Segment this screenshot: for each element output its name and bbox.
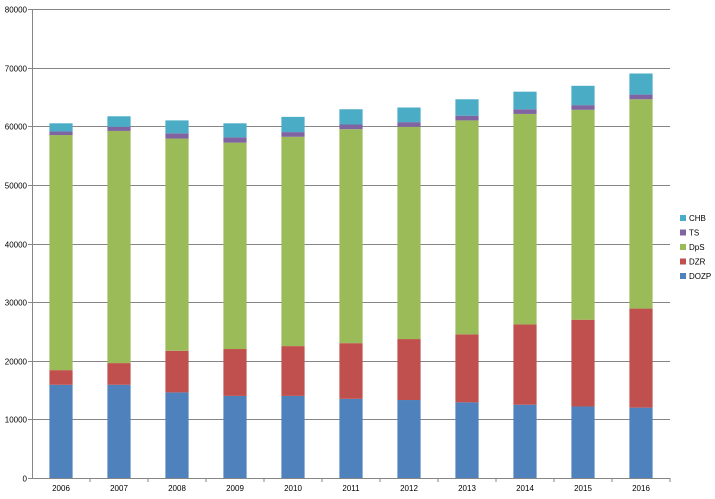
y-tick-label: 50000: [5, 182, 28, 191]
bar-segment-dozp-2012: [397, 400, 421, 478]
x-tick-label: 2016: [632, 484, 650, 493]
bar-segment-ts-2007: [107, 126, 131, 131]
bar-segment-dps-2010: [281, 136, 305, 347]
legend-swatch-dps: [680, 244, 686, 250]
x-tick-label: 2011: [342, 484, 360, 493]
bar-segment-dps-2013: [455, 120, 479, 335]
y-tick-label: 10000: [5, 416, 28, 425]
x-tick-label: 2013: [458, 484, 476, 493]
legend-swatch-dozp: [680, 273, 686, 279]
bar-segment-ts-2012: [397, 122, 421, 127]
bar-segment-dozp-2007: [107, 384, 131, 478]
legend-label-dps: DpS: [689, 243, 705, 252]
bar-segment-dozp-2014: [513, 404, 537, 478]
bar-segment-chb-2008: [165, 120, 189, 134]
bar-segment-dps-2011: [339, 129, 363, 344]
legend-swatch-ts: [680, 229, 686, 236]
x-tick-label: 2009: [226, 484, 244, 493]
legend: CHB TS DpS DZR DOZP: [680, 214, 711, 281]
bar-segment-dzr-2015: [571, 319, 595, 407]
bar-segment-dps-2016: [629, 99, 653, 309]
bar-segment-dzr-2007: [107, 363, 131, 385]
bar-segment-dozp-2010: [281, 395, 305, 478]
bar-segment-dozp-2011: [339, 398, 363, 478]
bar-segment-dzr-2009: [223, 349, 247, 396]
bar-segment-dps-2008: [165, 138, 189, 351]
bar-segment-dps-2015: [571, 109, 595, 320]
bar-segment-dzr-2010: [281, 346, 305, 396]
legend-label-dozp: DOZP: [689, 272, 711, 281]
bar-segment-ts-2011: [339, 124, 363, 130]
bar-segment-dps-2014: [513, 113, 537, 325]
y-tick-label: 40000: [5, 241, 28, 250]
legend-label-dzr: DZR: [689, 258, 706, 267]
x-tick-label: 2006: [52, 484, 70, 493]
x-tick-label: 2014: [516, 484, 534, 493]
y-tick-label: 20000: [5, 358, 28, 367]
bar-segment-chb-2012: [397, 107, 421, 123]
bar-segment-chb-2015: [571, 85, 595, 106]
bar-segment-ts-2009: [223, 137, 247, 143]
bar-segment-dps-2006: [49, 135, 73, 371]
bar-segment-ts-2015: [571, 105, 595, 110]
legend-swatch-chb: [680, 215, 686, 221]
bar-segment-chb-2007: [107, 116, 131, 127]
bar-segment-dps-2012: [397, 126, 421, 340]
legend-swatch-dzr: [680, 258, 686, 265]
bar-segment-dozp-2013: [455, 402, 479, 478]
bar-segment-dzr-2011: [339, 343, 363, 399]
x-tick-label: 2015: [574, 484, 592, 493]
legend-label-ts: TS: [689, 229, 699, 238]
bar-segment-dozp-2008: [165, 392, 189, 478]
bar-segment-dzr-2013: [455, 334, 479, 403]
x-tick-labels: 2006 2007 2008 2009 2010 2011 2012 2013 2014 2015…: [52, 484, 650, 493]
bar-segment-chb-2011: [339, 109, 363, 125]
bar-segment-ts-2010: [281, 132, 305, 137]
bar-segment-chb-2010: [281, 116, 305, 133]
bar-segment-chb-2016: [629, 73, 653, 95]
bar-segment-ts-2014: [513, 109, 537, 114]
bars-group: [49, 73, 653, 478]
bar-segment-chb-2013: [455, 99, 479, 116]
x-tick-label: 2010: [284, 484, 302, 493]
bar-segment-dps-2009: [223, 142, 247, 350]
x-tick-label: 2007: [110, 484, 128, 493]
bar-segment-ts-2006: [49, 131, 73, 136]
bar-segment-dozp-2015: [571, 406, 595, 478]
bar-segment-chb-2006: [49, 123, 73, 132]
y-tick-label: 80000: [5, 6, 28, 15]
y-tick-label: 30000: [5, 299, 28, 308]
bar-segment-dzr-2008: [165, 350, 189, 393]
bar-segment-dzr-2006: [49, 370, 73, 385]
legend-label-chb: CHB: [689, 214, 706, 223]
bar-segment-dozp-2016: [629, 407, 653, 478]
bar-segment-chb-2009: [223, 123, 247, 138]
bar-segment-dozp-2009: [223, 395, 247, 478]
x-tick-label: 2012: [400, 484, 418, 493]
bar-segment-dzr-2014: [513, 324, 537, 405]
bar-segment-chb-2014: [513, 91, 537, 110]
y-tick-label: 60000: [5, 123, 28, 132]
y-tick-labels: 0 10000 20000 30000 40000 50000 60000 70000 8000…: [5, 6, 28, 484]
bar-segment-dozp-2006: [49, 384, 73, 478]
bar-segment-ts-2013: [455, 115, 479, 121]
axes-group: [28, 9, 671, 482]
bar-segment-dps-2007: [107, 130, 131, 364]
y-tick-label: 0: [23, 475, 28, 484]
bar-segment-ts-2016: [629, 94, 653, 100]
x-tick-label: 2008: [168, 484, 186, 493]
bar-segment-dzr-2016: [629, 308, 653, 408]
bar-segment-ts-2008: [165, 133, 189, 139]
y-tick-label: 70000: [5, 65, 28, 74]
bar-segment-dzr-2012: [397, 339, 421, 401]
